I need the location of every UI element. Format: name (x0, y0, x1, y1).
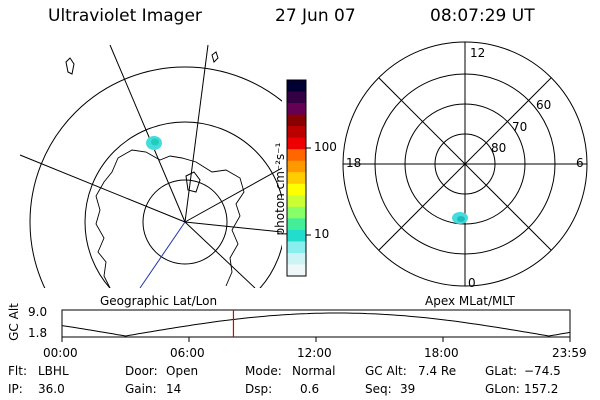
colorbar-tick-label: 10 (314, 227, 330, 241)
island-outline (65, 57, 75, 75)
gain-value: 14 (166, 382, 182, 396)
mode-label: Mode: (245, 364, 282, 378)
polar-aurora-patch (452, 212, 468, 224)
island-outline (185, 171, 201, 193)
mlt-label-0: 0 (468, 276, 476, 290)
colorbar-cell (287, 80, 306, 93)
seq-value: 39 (400, 382, 416, 396)
mlat-label-70: 70 (512, 120, 528, 134)
colorbar-cell (287, 149, 306, 162)
geo-meridian-line-blue (139, 221, 186, 288)
door-value: Open (166, 364, 199, 378)
geo-meridian-line (184, 221, 256, 288)
colorbar-cell (287, 195, 306, 208)
polar-map-caption: Apex MLat/MLT (425, 294, 515, 308)
app-title: Ultraviolet Imager (48, 6, 202, 26)
altitude-y-tick: 1.8 (28, 326, 48, 340)
altitude-x-tick-label: 06:00 (170, 346, 205, 360)
geo-lat-circle-outer (29, 66, 282, 288)
colorbar-tick-label: 100 (314, 140, 337, 154)
geo-lat-circle-inner (142, 179, 228, 265)
altitude-x-tick-label: 23:59 (552, 346, 587, 360)
colorbar-cell (287, 252, 306, 265)
geo-lat-circle-middle (84, 121, 282, 288)
mlat-label-80: 80 (491, 141, 507, 155)
island-outline (211, 51, 219, 63)
colorbar-cell (287, 264, 306, 277)
mlt-label-18: 18 (346, 156, 362, 170)
door-label: Door: (125, 364, 158, 378)
altitude-x-tick-label: 00:00 (43, 346, 78, 360)
polar-meridian-diag (378, 77, 552, 251)
colorbar-cell (287, 218, 306, 231)
colorbar-cell (287, 206, 306, 219)
colorbar-cell (287, 229, 306, 242)
mlt-label-12: 12 (470, 46, 486, 60)
altitude-x-tick-label: 18:00 (424, 346, 459, 360)
ip-value: 36.0 (38, 382, 65, 396)
date-text: 27 Jun 07 (275, 6, 356, 26)
geo-meridian-line (19, 154, 186, 223)
colorbar-cell (287, 91, 306, 104)
mode-value: Normal (292, 364, 336, 378)
altitude-plot (61, 309, 571, 342)
glat-label: GLat: (485, 364, 518, 378)
geo-aurora-patch (146, 136, 162, 150)
geo-meridian-line (109, 44, 186, 223)
altitude-y-label: GC Alt (7, 303, 21, 341)
geo-meridian-line (184, 167, 282, 223)
colorbar-cell (287, 183, 306, 196)
mlt-label-6: 6 (576, 156, 584, 170)
dsp-label: Dsp: (245, 382, 273, 396)
filter-value: LBHL (38, 364, 69, 378)
colorbar-frame (286, 79, 307, 277)
colorbar-cell (287, 160, 306, 173)
colorbar (286, 79, 311, 277)
polar-map (342, 41, 588, 287)
altitude-curve (62, 312, 570, 337)
geo-meridian-line (184, 44, 209, 223)
mlat-label-60: 60 (536, 98, 552, 112)
filter-label: Flt: (8, 364, 27, 378)
altitude-y-tick: 9.0 (28, 305, 48, 319)
gain-label: Gain: (125, 382, 157, 396)
glat-value: −74.5 (524, 364, 561, 378)
colorbar-cell (287, 103, 306, 116)
colorbar-cell (287, 172, 306, 185)
gcalt-label: GC Alt: (365, 364, 407, 378)
colorbar-unit-label: photon cm⁻²s⁻¹ (273, 142, 287, 236)
colorbar-cell (287, 137, 306, 150)
altitude-plot-frame (61, 309, 571, 338)
gcalt-value: 7.4 Re (418, 364, 457, 378)
colorbar-cell (287, 241, 306, 254)
glon-label: GLon: (485, 382, 520, 396)
geo-map-caption: Geographic Lat/Lon (100, 294, 218, 308)
colorbar-cell (287, 126, 306, 139)
seq-label: Seq: (365, 382, 392, 396)
altitude-x-tick-label: 12:00 (297, 346, 332, 360)
ip-label: IP: (8, 382, 23, 396)
antarctica-coastline (95, 149, 245, 288)
glon-value: 157.2 (524, 382, 559, 396)
colorbar-cell (287, 114, 306, 127)
dsp-value: 0.6 (300, 382, 320, 396)
geographic-map (19, 44, 282, 288)
time-text: 08:07:29 UT (430, 6, 535, 26)
